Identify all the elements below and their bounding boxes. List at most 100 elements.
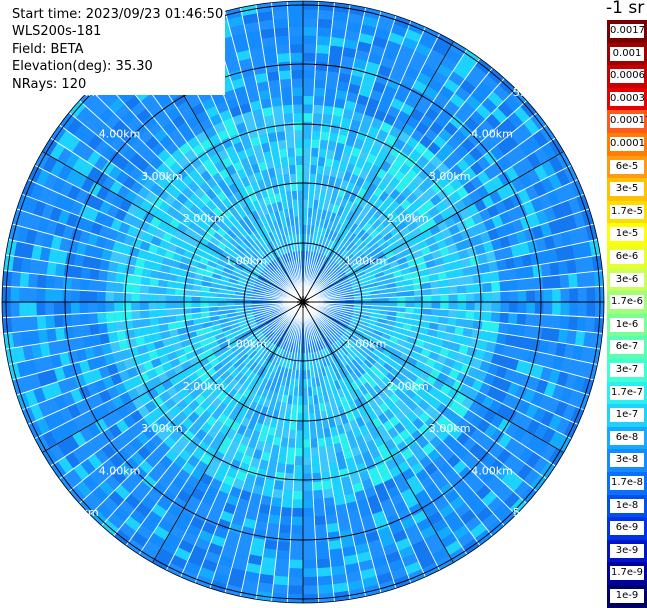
range-gate-bin — [467, 131, 482, 147]
range-gate-bin — [313, 191, 321, 201]
range-gate-bin — [228, 409, 239, 421]
range-gate-bin — [145, 341, 157, 353]
range-gate-bin — [315, 323, 322, 332]
range-gate-bin — [327, 453, 337, 464]
range-gate-bin — [369, 502, 384, 515]
range-gate-bin — [376, 357, 387, 367]
range-gate-bin — [215, 263, 225, 272]
range-gate-bin — [243, 344, 253, 354]
range-gate-bin — [247, 202, 257, 213]
range-gate-bin — [367, 255, 378, 264]
range-gate-bin — [291, 516, 303, 526]
range-gate-bin — [379, 121, 393, 134]
range-gate-bin — [329, 36, 345, 48]
range-gate-bin — [193, 175, 206, 188]
range-gate-bin — [367, 125, 380, 138]
range-gate-bin — [333, 284, 343, 290]
range-gate-bin — [448, 309, 458, 319]
range-gate-bin — [320, 318, 329, 326]
range-gate-bin — [284, 182, 292, 192]
range-gate-bin — [277, 278, 286, 286]
range-gate-bin — [228, 278, 239, 285]
range-gate-bin — [263, 284, 273, 290]
range-gate-bin — [349, 202, 359, 213]
range-gate-bin — [434, 475, 450, 490]
range-gate-bin — [313, 282, 320, 290]
range-gate-bin — [212, 231, 224, 242]
range-gate-bin — [131, 310, 141, 320]
range-gate-bin — [345, 373, 355, 384]
range-gate-bin — [394, 399, 407, 411]
range-gate-bin — [373, 406, 384, 418]
range-gate-bin — [291, 190, 298, 200]
range-gate-bin — [256, 81, 270, 92]
range-gate-bin — [359, 317, 369, 324]
range-gate-bin — [325, 286, 334, 292]
range-gate-bin — [461, 194, 475, 208]
range-gate-bin — [360, 77, 375, 90]
range-gate-bin — [496, 332, 507, 345]
colorbar-tick-label: 0.0003 — [610, 91, 645, 106]
range-gate-bin — [282, 489, 294, 500]
range-gate-bin — [141, 326, 152, 336]
range-gate-bin — [331, 332, 340, 340]
range-gate-bin — [275, 316, 284, 324]
range-gate-bin — [349, 320, 359, 327]
range-gate-bin — [114, 382, 127, 396]
range-gate-bin — [46, 261, 57, 276]
range-gate-bin — [465, 310, 475, 320]
range-gate-bin — [184, 366, 196, 377]
range-gate-bin — [277, 338, 284, 348]
range-gate-bin — [247, 391, 257, 402]
range-gate-bin — [358, 277, 368, 284]
range-gate-bin — [507, 382, 520, 397]
range-gate-bin — [379, 93, 394, 106]
range-gate-bin — [345, 383, 355, 394]
range-gate-bin — [268, 333, 277, 342]
range-gate-bin — [189, 388, 201, 400]
range-gate-bin — [96, 302, 106, 313]
range-gate-bin — [311, 139, 321, 149]
range-gate-bin — [231, 326, 241, 334]
range-gate-bin — [318, 264, 325, 273]
range-gate-bin — [383, 183, 395, 196]
range-gate-bin — [243, 368, 253, 379]
range-gate-bin — [310, 260, 314, 270]
range-gate-bin — [365, 326, 375, 334]
range-gate-bin — [324, 505, 337, 516]
range-gate-bin — [374, 250, 385, 260]
range-gate-bin — [312, 113, 323, 123]
range-gate-bin — [263, 328, 272, 337]
range-gate-bin — [500, 302, 510, 313]
range-gate-bin — [316, 27, 332, 37]
range-gate-bin — [247, 91, 261, 103]
range-gate-bin — [379, 366, 390, 377]
range-gate-bin — [342, 264, 352, 272]
range-gate-bin — [292, 395, 299, 405]
range-gate-bin — [240, 342, 250, 351]
range-gate-bin — [217, 297, 227, 302]
range-gate-bin — [72, 265, 83, 279]
range-gate-bin — [122, 310, 133, 321]
range-gate-bin — [316, 350, 322, 360]
range-gate-bin — [331, 434, 341, 445]
range-gate-bin — [429, 489, 445, 504]
range-gate-bin — [333, 380, 342, 390]
range-gate-bin — [476, 170, 491, 185]
range-gate-bin — [452, 334, 463, 345]
range-gate-bin — [317, 18, 333, 29]
range-gate-bin — [160, 330, 171, 340]
range-gate-bin — [367, 466, 380, 479]
range-gate-bin — [260, 325, 269, 333]
range-gate-bin — [248, 350, 258, 360]
colorbar-tick-label: 6e-7 — [610, 340, 644, 355]
range-gate-bin — [185, 115, 200, 130]
colorbar-tick-label: 0.0001 — [610, 137, 645, 151]
range-gate-bin — [178, 387, 190, 400]
range-gate-bin — [311, 386, 318, 396]
range-gate-bin — [303, 439, 311, 448]
range-gate-bin — [268, 514, 281, 525]
range-gate-bin — [228, 340, 239, 349]
range-gate-bin — [157, 441, 171, 456]
range-gate-bin — [459, 207, 472, 221]
